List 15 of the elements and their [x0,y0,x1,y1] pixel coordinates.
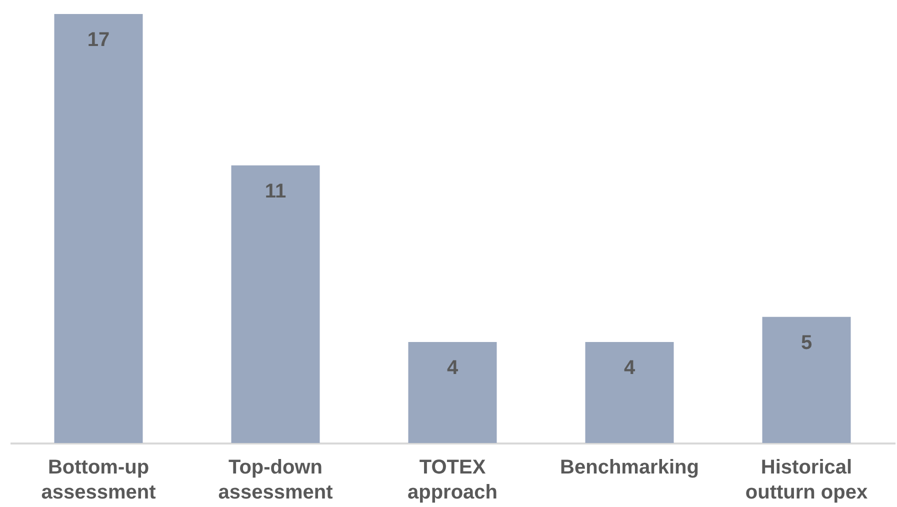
x-tick-label: Benchmarking [560,456,699,478]
x-tick-label: Top-down assessment [218,456,334,504]
data-label: 11 [264,180,286,202]
x-tick-label: TOTEX approach [407,456,498,504]
bar [585,342,674,443]
x-tick-label: Bottom-up assessment [41,456,156,504]
bar [408,342,497,443]
data-label: 5 [800,332,812,354]
data-label: 4 [624,357,636,380]
data-label: 17 [87,29,110,51]
bar [231,165,320,443]
x-tick-label: Historical outturn opex [745,456,868,504]
data-label: 4 [446,357,459,380]
bar [54,14,143,443]
bar [762,316,851,443]
